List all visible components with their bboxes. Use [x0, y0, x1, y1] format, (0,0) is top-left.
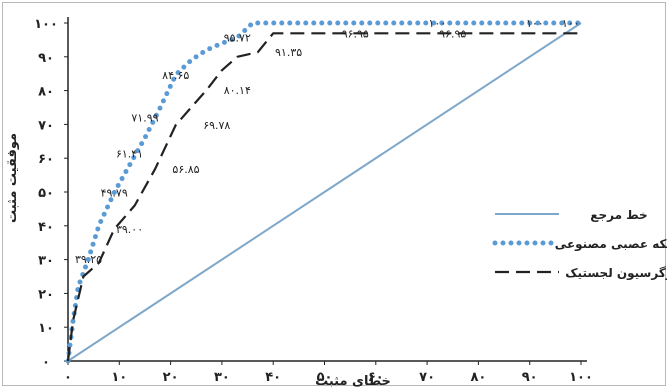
data-labels: ۳۹.۲۵ ۴۹.۷۹ ۶۱.۴۱ ۷۱.۹۹ ۸۴.۶۵ ۹۵.۷۲ ۱۰۰ ۱۰۰ ۱۰۰ ۳… — [75, 17, 580, 266]
x-tick-label: ۹۰ — [522, 370, 538, 385]
y-tick-label: ۳۰ — [38, 254, 54, 269]
x-tick-label: ۱۰ — [111, 370, 127, 385]
y-tick-label: ۶۰ — [38, 152, 54, 167]
data-label: ۸۰.۱۴ — [224, 84, 251, 97]
data-label: ۹۵.۷۲ — [224, 31, 251, 44]
x-tick-label: ۳۰ — [214, 370, 230, 385]
y-tick-label: ۵۰ — [38, 186, 54, 201]
legend-label-1: شبکه عصبی مصنوعی — [555, 237, 667, 252]
y-tick-label: ۴۰ — [38, 220, 54, 235]
data-label: ۷۱.۹۹ — [131, 112, 158, 125]
data-label: ۴۹.۷۹ — [101, 187, 128, 200]
series-line-0 — [67, 22, 582, 362]
x-tick-label: ۴۰ — [265, 370, 281, 385]
legend: خط مرجع شبکه عصبی مصنوعی رگرسیون لجستیک — [492, 208, 667, 281]
legend-label-2: رگرسیون لجستیک — [565, 266, 667, 281]
x-tick-label: ۵۰ — [317, 370, 333, 385]
data-label: ۱۰۰ — [428, 17, 446, 30]
data-label: ۸۴.۶۵ — [162, 69, 189, 82]
y-tick-label: ۹۰ — [38, 51, 54, 66]
x-tick-label: ۱۰۰ — [569, 370, 593, 385]
x-tick-label: ۲۰ — [163, 370, 179, 385]
data-label: ۵۶.۸۵ — [172, 163, 199, 176]
data-label: ۹۶.۹۵ — [439, 27, 466, 40]
data-label: ۶۱.۴۱ — [116, 147, 143, 160]
y-tick-label: ۸۰ — [38, 85, 54, 100]
legend-label-0: خط مرجع — [590, 208, 647, 222]
series-line-2 — [66, 32, 581, 362]
x-tick-label: ۷۰ — [419, 370, 435, 385]
y-tick-label: ۰ — [42, 355, 50, 370]
y-tick-label: ۱۰ — [38, 321, 54, 336]
x-tick-label: ۰ — [64, 370, 72, 385]
data-label: ۹۱.۳۵ — [275, 46, 302, 59]
data-label: ۱۰۰ — [562, 17, 580, 30]
data-label: ۳۹.۲۵ — [75, 253, 102, 266]
y-tick-label: ۷۰ — [38, 118, 54, 133]
y-axis-title: موفقیت مثبت — [5, 133, 20, 223]
data-label: ۳۹.۰۰ — [116, 223, 143, 236]
x-tick-label: ۶۰ — [368, 370, 384, 385]
data-label: ۱۰۰ — [526, 17, 544, 30]
y-tick-label: ۲۰ — [38, 287, 54, 302]
data-label: ۹۶.۹۵ — [342, 27, 369, 40]
y-tick-label: ۱۰۰ — [34, 17, 58, 32]
x-axis-title: خطای مثبت — [315, 374, 391, 387]
series-layer — [65, 20, 584, 364]
roc-chart: ۰ ۱۰ ۲۰ ۳۰ ۴۰ ۵۰ ۶۰ ۷۰ ۸۰ ۹۰ ۱۰۰ ۰ ۱۰ ۲۰ ۳۰ ۴۰ ۵۰ ۶۰ ۷۰ ۸۰ ۹… — [5, 17, 667, 387]
x-tick-label: ۸۰ — [470, 370, 486, 385]
axes: ۰ ۱۰ ۲۰ ۳۰ ۴۰ ۵۰ ۶۰ ۷۰ ۸۰ ۹۰ ۱۰۰ ۰ ۱۰ ۲۰ ۳۰ ۴۰ ۵۰ ۶۰ ۷۰ ۸۰ ۹… — [34, 17, 593, 385]
data-label: ۶۹.۷۸ — [203, 119, 230, 132]
series-line-1 — [65, 20, 584, 364]
